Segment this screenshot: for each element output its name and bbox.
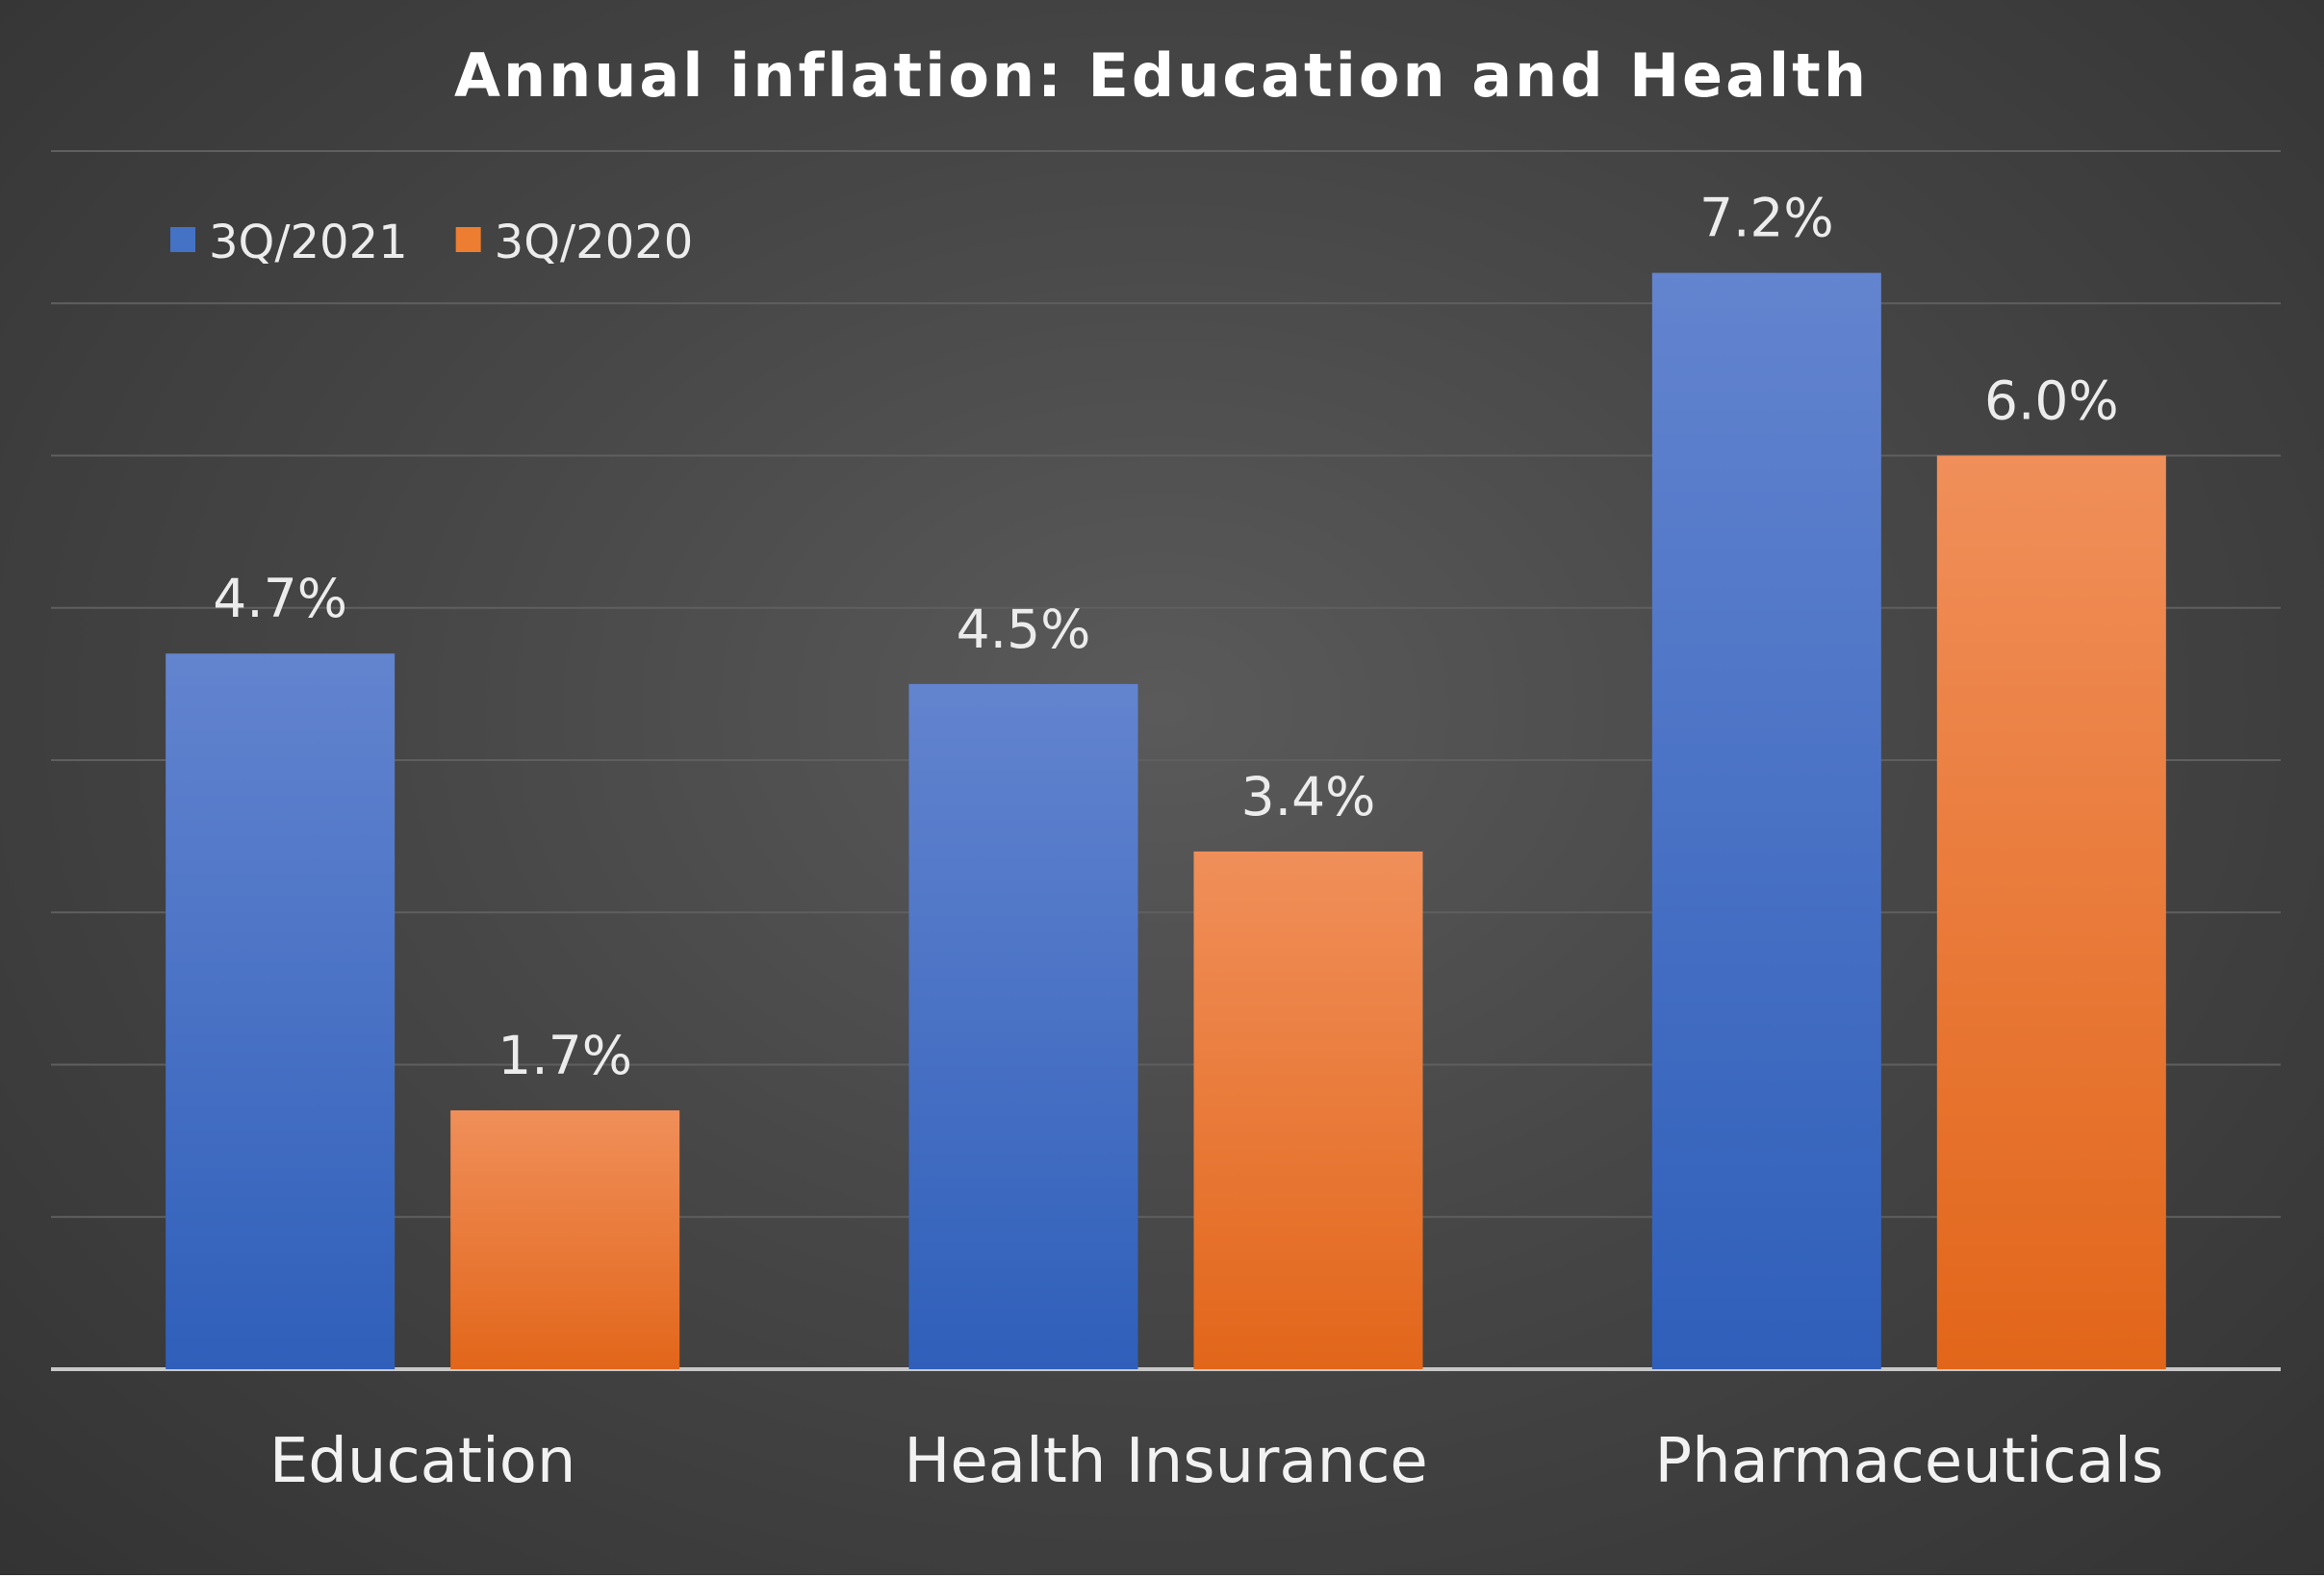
chart-title: Annual inflation: Education and Health bbox=[454, 40, 1869, 111]
data-label: 6.0% bbox=[1984, 370, 2119, 432]
legend-swatch bbox=[170, 227, 195, 252]
x-tick-label: Health Insurance bbox=[904, 1426, 1428, 1497]
x-tick-label: Education bbox=[269, 1426, 576, 1497]
data-label: 4.7% bbox=[213, 568, 347, 629]
bar-series-2-education bbox=[450, 1109, 680, 1369]
bar-series-1-health-insurance bbox=[908, 683, 1138, 1369]
bar-series-2-pharmaceuticals bbox=[1936, 455, 2166, 1369]
legend-swatch bbox=[455, 227, 481, 252]
legend-label: 3Q/2020 bbox=[495, 216, 694, 269]
data-label: 1.7% bbox=[498, 1025, 632, 1086]
legend: 3Q/2021 3Q/2020 bbox=[170, 216, 693, 269]
bar-series-1-education bbox=[166, 653, 396, 1369]
legend-label: 3Q/2021 bbox=[209, 216, 408, 269]
bar-series-1-pharmaceuticals bbox=[1651, 272, 1881, 1370]
data-labels: 4.7% 1.7% 4.5% 3.4% 7.2% 6.0% bbox=[213, 188, 2118, 1086]
x-tick-label: Pharmaceuticals bbox=[1655, 1426, 2164, 1497]
bars bbox=[166, 272, 2166, 1370]
bar-series-2-health-insurance bbox=[1193, 851, 1423, 1369]
data-label: 7.2% bbox=[1699, 188, 1834, 249]
gridlines bbox=[51, 150, 2281, 1371]
data-label: 4.5% bbox=[957, 598, 1091, 660]
data-label: 3.4% bbox=[1241, 766, 1376, 827]
category-labels: Education Health Insurance Pharmaceuticals bbox=[269, 1426, 2163, 1497]
